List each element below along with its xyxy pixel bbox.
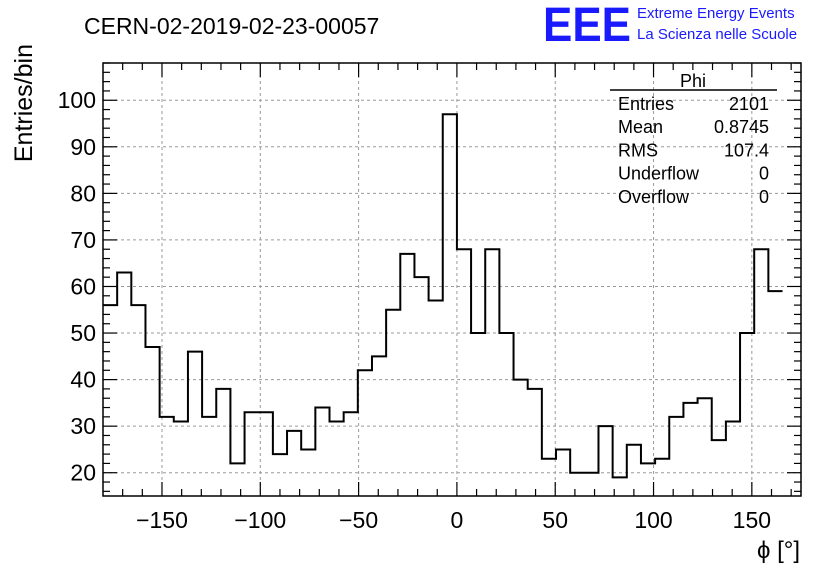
logo-line1: Extreme Energy Events [637,5,795,22]
y-tick-label: 30 [70,413,96,439]
histogram-bin [245,412,259,496]
histogram-bin [726,422,740,496]
stats-title: Phi [680,71,706,91]
histogram-bin [485,249,499,496]
stats-row-label: Mean [618,117,663,137]
histogram-bin [627,445,641,496]
x-tick-label: −50 [339,507,378,533]
y-tick-label: 100 [58,87,96,113]
y-tick-label: 80 [70,180,96,206]
x-tick-labels: −150 −100 −50 0 50 100 150 [136,507,771,533]
stats-row-value: 0 [759,187,769,207]
histogram-outline [103,113,783,479]
y-tick-labels: 20 30 40 50 60 70 80 90 100 [58,87,96,485]
histogram-bin [698,398,712,496]
stats-row-value: 2101 [729,94,769,114]
histogram-bin [174,422,188,496]
y-axis-label: Entries/bin [10,44,38,162]
histogram-bin [556,449,570,496]
x-tick-label: −150 [136,507,188,533]
logo-mark: EEE [543,0,631,52]
histogram-bin [754,249,768,496]
histogram-bin [712,440,726,496]
histogram-bin [457,249,471,496]
stats-row-label: Overflow [618,187,690,207]
chart-title: CERN-02-2019-02-23-00057 [84,13,379,39]
histogram-bin [103,305,117,496]
y-tick-label: 70 [70,227,96,253]
histogram-bin [471,333,485,496]
stats-row-label: RMS [618,140,658,160]
stats-row-value: 107.4 [724,140,769,160]
histogram-bin [429,300,443,496]
axis-ticks [103,62,801,496]
x-tick-label: 50 [542,507,568,533]
y-tick-label: 50 [70,320,96,346]
histogram-bin [400,254,414,496]
stats-box: Phi Entries 2101 Mean 0.8745 RMS 107.4 Underfl… [610,71,777,207]
histogram-bin [330,422,344,496]
stats-row-value: 0.8745 [714,117,769,137]
histogram-bin [188,352,202,496]
logo-line2: La Scienza nelle Scuole [637,26,797,43]
histogram-bin [570,473,584,496]
x-tick-label: 100 [634,507,672,533]
x-tick-label: −100 [234,507,286,533]
histogram-bin [372,356,386,496]
histogram-bin [768,291,782,496]
x-tick-label: 150 [733,507,771,533]
x-axis-label: ϕ [°] [757,537,800,564]
histogram-bin [315,408,329,496]
histogram-bin [514,380,528,496]
x-tick-label: 0 [451,507,464,533]
histogram-bin [202,417,216,496]
histogram-bin [598,426,612,496]
stats-row-label: Underflow [618,164,700,184]
histogram-bin [386,310,400,496]
histogram-bin [669,417,683,496]
histogram-bin [542,459,556,496]
histogram-bin [358,370,372,496]
y-tick-label: 40 [70,367,96,393]
stats-row-label: Entries [618,94,674,114]
grid-lines [103,63,801,496]
histogram-bin [443,114,457,496]
histogram-bin [344,412,358,496]
histogram-bin [117,273,131,496]
stats-row-value: 0 [759,164,769,184]
y-tick-label: 20 [70,460,96,486]
histogram-bin [584,473,598,496]
histogram-bin [655,459,669,496]
histogram-bin [740,333,754,496]
y-tick-label: 60 [70,273,96,299]
histogram-bin [683,403,697,496]
y-tick-label: 90 [70,134,96,160]
histogram-bin [230,463,244,496]
histogram-bin [528,389,542,496]
eee-logo: EEE Extreme Energy Events La Scienza nel… [543,0,797,52]
histogram-bin [301,449,315,496]
plot-frame [102,62,802,497]
histogram-bin [216,389,230,496]
histogram-bin [145,347,159,496]
histogram-bin [414,277,428,496]
histogram-bin [499,333,513,496]
histogram-bin [131,305,145,496]
stats-rows: Entries 2101 Mean 0.8745 RMS 107.4 Underflow 0 O… [618,94,769,207]
histogram-bin [287,431,301,496]
